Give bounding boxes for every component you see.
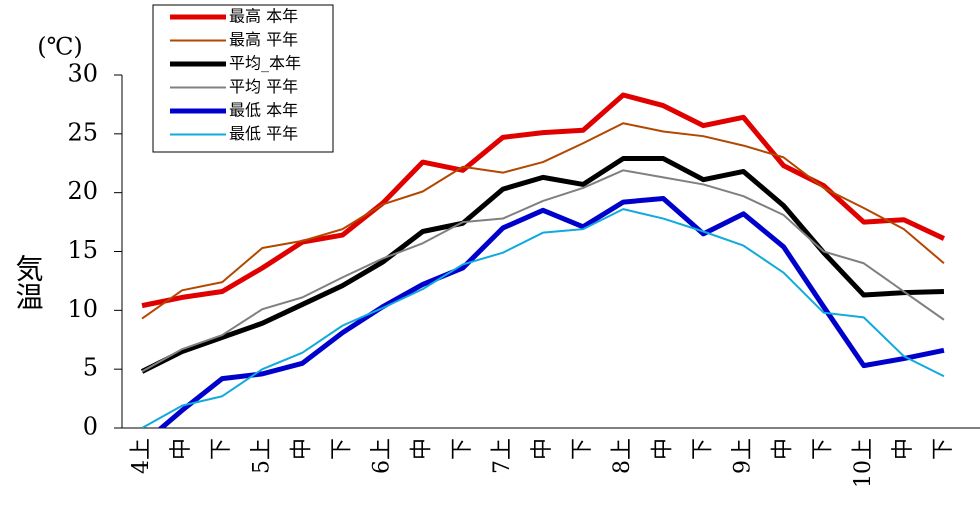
y-tick-label: 25	[67, 118, 98, 146]
series-line	[141, 122, 945, 320]
y-tick-label: 0	[83, 413, 98, 441]
x-tick-label: 中	[771, 438, 796, 460]
x-tick-label: 下	[690, 438, 715, 460]
legend	[152, 4, 334, 153]
x-tick-label: 5上	[249, 438, 274, 474]
x-tick-label: 下	[450, 438, 475, 460]
x-tick-label: 下	[811, 438, 836, 460]
x-tick-label: 8上	[610, 438, 635, 474]
y-tick-label: 15	[67, 236, 98, 264]
y-tick-label: 5	[83, 354, 98, 382]
series-line	[140, 156, 945, 374]
legend-label: 平均_本年	[229, 54, 301, 73]
series-line	[141, 208, 945, 428]
x-tick-label: 中	[169, 438, 194, 460]
x-tick-label: 7上	[490, 438, 515, 474]
y-tick-label: 20	[67, 177, 98, 205]
x-tick-label: 下	[570, 438, 595, 460]
y-tick-label: 30	[67, 60, 98, 88]
x-tick-label: 6上	[370, 438, 395, 474]
series-line	[157, 196, 945, 428]
series-line	[141, 169, 945, 373]
x-tick-label: 4上	[129, 438, 154, 474]
legend-label: 最低 本年	[229, 101, 298, 120]
x-tick-label: 中	[530, 438, 555, 460]
legend-label: 最低 平年	[229, 124, 298, 143]
x-tick-label: 10上	[851, 438, 876, 488]
x-tick-label: 中	[650, 438, 675, 460]
x-tick-label: 下	[330, 438, 355, 460]
legend-label: 最高 本年	[229, 7, 298, 26]
x-tick-label: 中	[289, 438, 314, 460]
y-tick-label: 10	[67, 295, 98, 323]
x-tick-label: 下	[209, 438, 234, 460]
x-tick-label: 下	[931, 438, 956, 460]
unit-label: (℃)	[37, 33, 83, 61]
legend-label: 平均 平年	[229, 77, 298, 96]
x-tick-label: 中	[891, 438, 916, 460]
y-axis-label: 気温	[12, 254, 45, 310]
x-tick-label: 中	[410, 438, 435, 460]
legend-label: 最高 平年	[229, 30, 298, 49]
x-tick-label: 9上	[730, 438, 755, 474]
